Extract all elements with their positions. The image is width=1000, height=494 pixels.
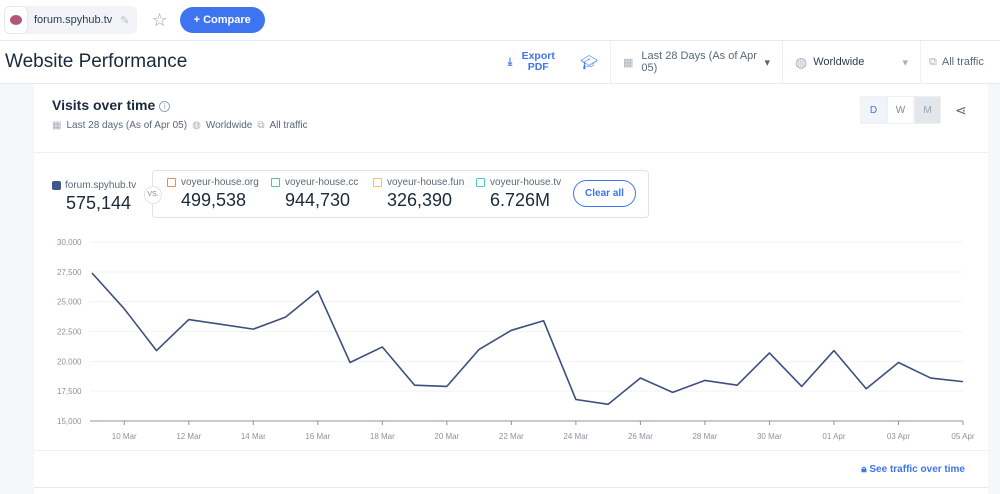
download-icon: ⤓	[507, 55, 513, 68]
competitors-box: voyeur-house.org 499,538 voyeur-house.cc 9…	[152, 170, 649, 218]
top-bar: forum.spyhub.tv ✎ ☆ + Compare	[0, 0, 1000, 41]
lock-icon: 🔒︎	[861, 464, 870, 475]
calendar-icon: ▦	[623, 56, 634, 69]
y-tick-label: 20,000	[57, 357, 82, 366]
x-tick-label: 28 Mar	[692, 432, 717, 441]
devices-icon: ⧉	[257, 120, 265, 131]
star-icon[interactable]: ☆	[151, 9, 168, 30]
site-chip[interactable]: forum.spyhub.tv ✎	[4, 6, 138, 34]
x-tick-label: 30 Mar	[757, 432, 782, 441]
granularity-month[interactable]: M	[914, 96, 941, 124]
clear-all-button[interactable]: Clear all	[573, 180, 636, 207]
x-tick-label: 18 Mar	[370, 432, 395, 441]
competitor-item[interactable]: voyeur-house.tv 6.726M	[476, 177, 561, 211]
x-tick-label: 10 Mar	[112, 432, 137, 441]
right-gutter	[988, 84, 1000, 494]
page-header: Website Performance ⤓ Export PDF 🎓︎ ▦ Last…	[0, 40, 1000, 84]
checkbox-icon[interactable]	[167, 177, 176, 187]
y-tick-label: 25,000	[57, 298, 82, 307]
info-icon[interactable]: i	[159, 100, 171, 112]
country-select[interactable]: ◍ Worldwide ▾	[782, 40, 920, 84]
y-tick-label: 30,000	[57, 238, 82, 247]
left-gutter	[0, 84, 34, 494]
x-tick-label: 05 Apr	[951, 432, 974, 441]
y-tick-label: 15,000	[57, 417, 82, 426]
y-tick-label: 17,500	[57, 387, 82, 396]
share-icon[interactable]: ⋖	[955, 102, 967, 118]
see-traffic-link[interactable]: 🔒︎ See traffic over time	[861, 464, 965, 475]
series-line	[91, 272, 964, 406]
site-favicon	[4, 6, 28, 34]
x-tick-label: 20 Mar	[434, 432, 459, 441]
checkbox-checked-icon[interactable]	[52, 180, 61, 190]
devices-icon: ⧉	[929, 55, 937, 68]
card-filters: ▦ Last 28 days (As of Apr 05) ◍ Worldwide …	[52, 120, 308, 131]
site-name: forum.spyhub.tv	[34, 14, 113, 26]
checkbox-icon[interactable]	[373, 177, 382, 187]
date-range-select[interactable]: ▦ Last 28 Days (As of Apr 05) ▾	[610, 40, 782, 84]
x-tick-label: 14 Mar	[241, 432, 266, 441]
y-tick-label: 22,500	[57, 328, 82, 337]
vs-badge: VS.	[144, 186, 162, 204]
competitor-item[interactable]: voyeur-house.fun 326,390	[373, 177, 464, 211]
page-title: Website Performance	[5, 51, 188, 72]
globe-icon: ◍	[192, 120, 201, 131]
caret-down-icon: ▾	[764, 56, 770, 69]
granularity-week[interactable]: W	[887, 96, 914, 124]
academy-icon[interactable]: 🎓︎	[580, 53, 598, 70]
x-tick-label: 26 Mar	[628, 432, 653, 441]
main-site-value: 575,144	[66, 193, 132, 213]
card-title: Visits over time i	[52, 97, 171, 113]
export-pdf-button[interactable]: ⤓ Export PDF	[507, 50, 555, 73]
traffic-select[interactable]: ⧉ All traffic	[920, 40, 1000, 84]
checkbox-icon[interactable]	[271, 177, 280, 187]
x-tick-label: 12 Mar	[176, 432, 201, 441]
competitor-item[interactable]: voyeur-house.cc 944,730	[271, 177, 358, 211]
competitor-item[interactable]: voyeur-house.org 499,538	[167, 177, 259, 211]
x-tick-label: 03 Apr	[887, 432, 910, 441]
x-tick-label: 24 Mar	[563, 432, 588, 441]
divider	[34, 152, 988, 153]
y-tick-label: 27,500	[57, 268, 82, 277]
edit-icon[interactable]: ✎	[120, 14, 130, 27]
checkbox-icon[interactable]	[476, 177, 485, 187]
footer-divider	[34, 450, 988, 451]
x-tick-label: 16 Mar	[305, 432, 330, 441]
globe-icon: ◍	[795, 53, 808, 70]
granularity-toggle: D W M	[860, 96, 941, 124]
compare-button[interactable]: + Compare	[179, 7, 265, 33]
caret-down-icon: ▾	[902, 56, 908, 69]
x-tick-label: 01 Apr	[822, 432, 845, 441]
granularity-day[interactable]: D	[860, 96, 887, 124]
main-site-metric: forum.spyhub.tv 575,144	[52, 180, 136, 214]
x-tick-label: 22 Mar	[499, 432, 524, 441]
calendar-icon: ▦	[52, 120, 62, 131]
